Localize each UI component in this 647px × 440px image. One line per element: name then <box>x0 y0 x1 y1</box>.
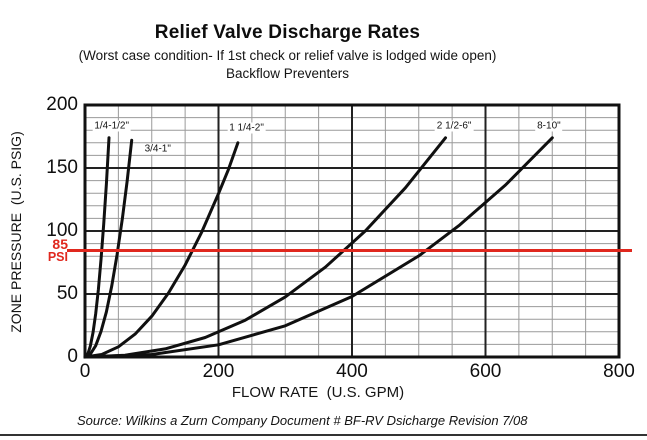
series-label: 8-10" <box>535 120 563 132</box>
bottom-divider <box>0 434 647 436</box>
x-tick-label: 0 <box>79 361 91 382</box>
y-tick-label: 100 <box>46 220 78 241</box>
source-note: Source: Wilkins a Zurn Company Document … <box>77 413 528 428</box>
series-label: 2 1/2-6" <box>434 120 474 132</box>
reference-line-85psi <box>67 248 632 252</box>
series-curve <box>83 136 554 359</box>
y-tick-label: 200 <box>46 94 78 115</box>
plot-area <box>83 103 621 359</box>
y-tick-label: 150 <box>46 157 78 178</box>
chart-subtitle-2: Backflow Preventers <box>225 66 350 81</box>
series-curve <box>83 136 111 359</box>
series-curve <box>83 138 134 359</box>
reference-line-label: 85 PSI <box>18 236 68 264</box>
x-axis-title: FLOW RATE (U.S. GPM) <box>231 384 405 401</box>
y-tick-label: 50 <box>56 283 78 304</box>
reference-value: 85 <box>52 236 68 252</box>
reference-unit: PSI <box>47 250 68 264</box>
chart-header: Relief Valve Discharge Rates (Worst case… <box>0 0 575 81</box>
series-label: 3/4-1" <box>142 143 173 155</box>
x-tick-label: 800 <box>603 361 635 382</box>
y-tick-label: 0 <box>67 346 78 367</box>
series-label: 1 1/4-2" <box>227 122 266 134</box>
series-curve <box>83 141 240 359</box>
series-label: 1/4-1/2" <box>92 120 132 132</box>
x-tick-label: 200 <box>202 361 235 382</box>
series-curve <box>83 136 447 359</box>
chart-title: Relief Valve Discharge Rates <box>154 22 421 43</box>
chart-subtitle: (Worst case condition- If 1st check or r… <box>78 48 497 63</box>
x-tick-label: 400 <box>336 361 368 382</box>
plot-frame <box>83 103 621 359</box>
x-tick-label: 600 <box>469 361 502 382</box>
